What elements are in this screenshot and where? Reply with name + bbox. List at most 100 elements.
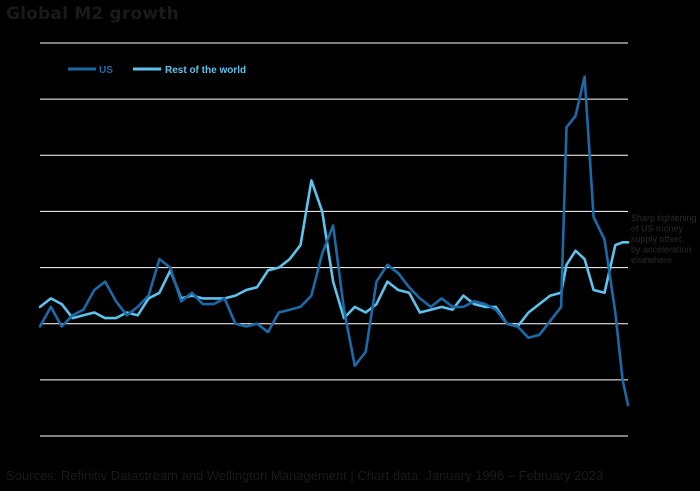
data-point-rest-of-world-56 [627,241,629,244]
data-point-us-37 [440,297,443,300]
data-point-rest-of-world-18 [234,294,237,297]
data-point-us-0 [39,325,41,328]
series-layer [38,75,630,407]
data-point-rest-of-world-25 [310,179,313,182]
series-line-us [38,75,630,407]
data-point-rest-of-world-6 [104,317,106,319]
data-point-us-25 [310,294,313,297]
data-point-rest-of-world-7 [115,317,117,319]
data-point-us-7 [115,300,117,303]
data-point-rest-of-world-11 [158,292,161,294]
data-point-us-39 [462,306,465,308]
legend: US Rest of the world [68,65,246,76]
data-point-us-33 [397,272,400,275]
data-point-us-11 [158,258,161,260]
data-point-us-38 [451,306,454,308]
data-point-us-51 [583,75,586,78]
data-point-us-50 [574,115,577,117]
data-point-rest-of-world-46 [538,303,541,305]
data-point-rest-of-world-22 [278,266,280,269]
data-point-us-47 [549,320,551,322]
annotation-note: Sharp tightening of US money supply offset… [631,213,697,265]
data-point-rest-of-world-33 [397,289,400,291]
data-point-rest-of-world-40 [473,303,476,305]
data-point-us-26 [321,252,324,255]
annotation-line: supply offset [631,234,682,244]
data-point-us-1 [50,306,52,308]
data-point-us-53 [603,238,606,241]
data-point-rest-of-world-27 [332,280,334,283]
data-point-us-55 [621,379,624,381]
data-point-us-34 [408,286,410,289]
legend-label-us: US [99,65,113,76]
data-point-rest-of-world-51 [583,258,586,260]
data-point-us-20 [256,322,258,325]
data-point-rest-of-world-34 [408,292,410,294]
data-point-rest-of-world-50 [574,249,577,252]
data-point-us-52 [592,216,595,218]
data-point-us-14 [191,292,193,294]
data-point-rest-of-world-37 [440,306,443,308]
data-point-rest-of-world-54 [614,244,617,246]
data-point-us-32 [386,264,389,266]
data-point-us-49 [565,126,568,128]
data-point-rest-of-world-0 [39,306,41,308]
legend-label-rest-of-world: Rest of the world [165,65,246,76]
data-point-rest-of-world-2 [60,303,63,305]
data-point-us-56 [627,404,629,406]
data-point-rest-of-world-32 [386,280,389,283]
data-point-us-43 [506,322,508,325]
data-point-rest-of-world-14 [191,294,193,297]
annotation-line: by acceleration [631,245,692,255]
data-point-us-19 [245,325,248,328]
data-point-us-15 [202,303,204,305]
data-point-us-10 [147,294,150,297]
data-point-rest-of-world-3 [71,317,74,319]
data-point-rest-of-world-45 [527,311,530,314]
data-point-us-3 [71,314,74,317]
data-point-rest-of-world-20 [256,286,258,289]
data-point-us-30 [364,351,367,353]
data-point-rest-of-world-55 [621,241,624,244]
data-point-us-16 [212,303,215,305]
chart-title: Global M2 growth [6,4,179,24]
data-point-rest-of-world-35 [419,311,421,314]
data-point-us-54 [614,311,617,314]
data-point-us-18 [234,322,237,325]
data-point-rest-of-world-42 [495,306,497,308]
data-point-us-8 [126,314,128,317]
gridlines [40,42,628,437]
data-point-rest-of-world-15 [202,297,204,300]
data-point-rest-of-world-26 [321,210,324,213]
data-point-us-45 [527,337,530,339]
data-point-rest-of-world-38 [451,308,454,311]
data-point-us-6 [104,280,106,283]
data-point-rest-of-world-9 [136,314,139,317]
data-point-rest-of-world-5 [93,311,96,314]
data-point-rest-of-world-4 [82,314,85,317]
data-point-us-21 [267,331,269,333]
data-point-us-31 [375,280,378,283]
data-point-us-29 [354,365,356,367]
data-point-us-48 [560,306,562,308]
data-point-rest-of-world-31 [375,303,378,305]
data-point-us-17 [223,297,226,300]
data-point-rest-of-world-39 [462,294,465,297]
data-point-us-12 [169,266,172,269]
data-point-rest-of-world-21 [267,269,269,272]
data-point-us-42 [495,308,497,311]
data-point-us-5 [93,289,96,291]
data-point-us-27 [332,224,334,227]
data-point-rest-of-world-49 [565,264,568,266]
data-point-rest-of-world-10 [147,297,150,300]
data-point-rest-of-world-47 [549,294,551,297]
data-point-us-40 [473,300,476,303]
data-point-rest-of-world-24 [299,244,302,246]
data-point-us-24 [299,306,302,308]
data-point-rest-of-world-16 [212,297,215,300]
data-point-us-23 [288,308,291,311]
data-point-rest-of-world-19 [245,289,248,291]
data-point-us-36 [430,306,432,308]
data-point-rest-of-world-52 [592,289,595,291]
annotation-line: of US money [631,224,684,234]
